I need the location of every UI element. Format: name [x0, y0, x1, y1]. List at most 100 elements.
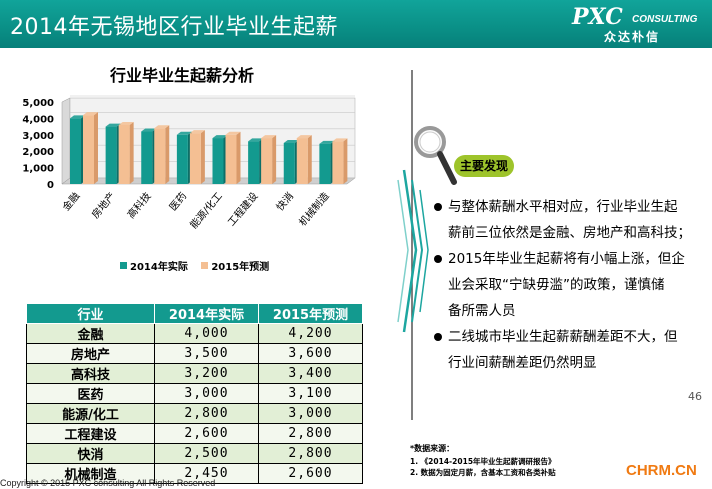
table-row: 机械制造 2,450 2,600 — [26, 463, 363, 484]
salary-cell: 3,200 — [154, 363, 259, 384]
salary-cell: 2,600 — [258, 463, 363, 484]
bar-top — [296, 135, 312, 139]
bar-2014 — [70, 118, 81, 184]
bar-side — [272, 135, 277, 184]
salary-cell: 4,000 — [154, 323, 259, 344]
header-bar: 2014年无锡地区行业毕业生起薪 PXC CONSULTING 众达朴信 — [0, 0, 712, 48]
bar-2014 — [176, 134, 188, 184]
x-tick-label: 能源/化工 — [187, 190, 225, 232]
industry-cell: 能源/化工 — [26, 403, 155, 424]
bar-top — [141, 128, 157, 132]
salary-cell: 2,500 — [154, 443, 259, 464]
table-row: 高科技 3,200 3,400 — [26, 363, 363, 384]
y-tick-label: 5,000 — [22, 98, 54, 109]
bar-side — [94, 112, 98, 184]
salary-cell: 2,800 — [258, 423, 363, 444]
bar-top — [319, 140, 335, 144]
table-header-row: 行业 2014年实际 2015年预测 — [26, 303, 363, 324]
y-tick-label: 1,000 — [22, 164, 54, 175]
bar-side — [200, 130, 205, 184]
bullet-icon — [434, 333, 442, 341]
bar-2014 — [283, 143, 295, 184]
bar-2014 — [105, 126, 117, 184]
bar-chart: 5,000 4,000 3,000 2,000 1,000 0 金融 房地产 高科技 医药 能源/化… — [22, 95, 356, 232]
x-tick-label: 金融 — [59, 190, 82, 214]
company-logo: PXC — [572, 4, 623, 30]
bar-2015 — [332, 141, 344, 184]
industry-cell: 高科技 — [26, 363, 155, 384]
bar-top — [189, 130, 205, 134]
bar-2015 — [83, 115, 94, 184]
salary-table: 行业 2014年实际 2015年预测 金融 4,000 4,200 房地产 3,500 3… — [26, 303, 363, 484]
y-tick-label: 0 — [47, 180, 54, 191]
bar-top — [176, 131, 192, 135]
finding-item: 二线城市毕业生起薪薪酬差距不大，但 行业间薪酬差距仍然明显 — [434, 324, 710, 376]
table-row: 快消 2,500 2,800 — [26, 443, 363, 464]
bar-2015 — [225, 134, 237, 184]
magnifier-icon — [414, 126, 457, 185]
salary-cell: 3,100 — [258, 383, 363, 404]
bar-top — [154, 125, 170, 129]
y-tick-label: 3,000 — [22, 131, 54, 142]
bar-side — [236, 131, 241, 184]
finding-line: 业会采取“宁缺毋滥”的政策，谨慎储 — [448, 277, 665, 293]
bar-2015 — [154, 128, 166, 184]
industry-cell: 快消 — [26, 443, 155, 464]
salary-cell: 3,000 — [258, 403, 363, 424]
bar-2015 — [296, 138, 308, 184]
chart-legend: 2014年实际 2015年预测 — [120, 258, 279, 273]
bar-top — [118, 121, 134, 125]
table-row: 工程建设 2,600 2,800 — [26, 423, 363, 444]
finding-line: 与整体薪酬水平相对应，行业毕业生起 — [448, 199, 678, 215]
legend-item-2014: 2014年实际 — [120, 258, 188, 273]
salary-cell: 2,450 — [154, 463, 259, 484]
legend-swatch-icon — [120, 262, 127, 269]
finding-line: 备所需人员 — [448, 303, 516, 319]
legend-label: 2015年预测 — [211, 262, 270, 273]
salary-cell: 2,600 — [154, 423, 259, 444]
company-logo-sub: CONSULTING — [632, 14, 698, 25]
bar-2014 — [319, 143, 331, 184]
table-row: 能源/化工 2,800 3,000 — [26, 403, 363, 424]
y-tick-label: 2,000 — [22, 147, 54, 158]
finding-line: 薪前三位依然是金融、房地产和高科技； — [448, 225, 691, 241]
finding-line: 行业间薪酬差距仍然明显 — [448, 355, 597, 371]
bar-top — [283, 140, 299, 143]
source-line: 1. 《2014-2015年毕业生起薪调研报告》 — [410, 457, 556, 466]
finding-line: 二线城市毕业生起薪薪酬差距不大，但 — [448, 329, 678, 345]
chart-side-wall — [61, 97, 71, 185]
legend-item-2015: 2015年预测 — [201, 258, 269, 273]
finding-item: 2015年毕业生起薪将有小幅上涨，但企 业会采取“宁缺毋滥”的政策，谨慎储 备所… — [434, 246, 710, 324]
industry-cell: 金融 — [26, 323, 155, 344]
bar-top — [105, 123, 121, 127]
bullet-icon — [434, 255, 442, 263]
copyright: Copyright © 2015 PXC consulting All Righ… — [0, 478, 216, 488]
salary-cell: 3,000 — [154, 383, 259, 404]
bar-top — [261, 135, 277, 139]
bar-2014 — [141, 131, 153, 184]
salary-cell: 4,200 — [258, 323, 363, 344]
x-tick-label: 工程建设 — [225, 190, 261, 229]
page-number: 46 — [688, 390, 702, 403]
bar-2015 — [261, 138, 273, 184]
salary-cell: 2,800 — [258, 443, 363, 464]
bar-2014 — [248, 141, 260, 184]
finding-item: 与整体薪酬水平相对应，行业毕业生起 薪前三位依然是金融、房地产和高科技； — [434, 194, 710, 246]
salary-cell: 3,500 — [154, 343, 259, 364]
x-tick-label: 机械制造 — [296, 190, 332, 229]
industry-cell: 机械制造 — [26, 463, 155, 484]
x-tick-label: 高科技 — [124, 190, 153, 221]
watermark: CHRM.CN — [626, 462, 697, 479]
salary-cell: 2,800 — [154, 403, 259, 424]
bar-top — [83, 112, 98, 116]
table-row: 金融 4,000 4,200 — [26, 323, 363, 344]
x-tick-label: 医药 — [167, 190, 189, 213]
bar-side — [165, 125, 170, 184]
table-row: 医药 3,000 3,100 — [26, 383, 363, 404]
bar-side — [307, 135, 312, 184]
key-findings-badge: 主要发现 — [454, 155, 514, 177]
table-header-cell: 行业 — [26, 303, 155, 324]
bar-2015 — [118, 124, 130, 184]
y-tick-label: 4,000 — [22, 114, 54, 125]
bar-top — [212, 135, 228, 139]
